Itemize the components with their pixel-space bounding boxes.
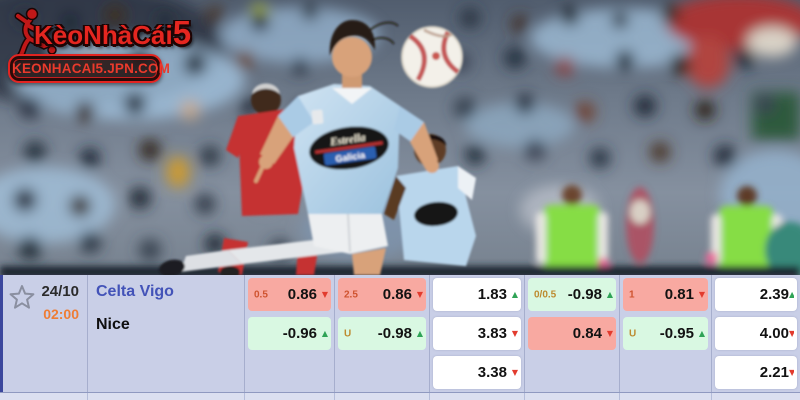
brand-title: KèoNhàCái5 [34,14,191,52]
trend-up-icon: ▲ [511,290,518,299]
odds-value: 4.00 [759,325,789,342]
odds-value: -0.98 [567,286,602,303]
odds-label: 0.5 [254,289,268,300]
match-odds-row: 24/10 02:00 Celta Vigo Nice 0.5 0.86 ▼ -… [0,275,800,392]
trend-down-icon: ▼ [698,290,705,299]
trend-down-icon: ▼ [511,368,518,377]
trend-down-icon: ▼ [511,329,518,338]
odds-label: 0/0.5 [534,289,557,300]
odds-col-total: 2.5 0.86 ▼ U -0.98 ▲ [335,275,430,392]
odds-value: 2.39 [759,286,789,303]
match-teams[interactable]: Celta Vigo Nice [88,275,245,392]
odds-value: 2.21 [759,364,789,381]
odds-col-1x2-half: 2.39 ▲ 4.00 ▼ 2.21 ▼ [712,275,800,392]
odds-value: 3.38 [477,364,507,381]
odds-value: 0.84 [572,325,602,342]
brand-domain-badge: KEONHACAI5.JPN.COM [8,54,170,83]
brand-title-number: 5 [172,14,192,51]
svg-text:Estrella: Estrella [329,132,367,149]
sideline-figures [0,185,800,275]
trend-up-icon: ▲ [321,329,328,338]
odds-cell[interactable]: 2.5 0.86 ▼ [338,278,426,311]
home-player-main: Estrella Galicia [159,20,439,275]
trend-down-icon: ▼ [416,290,423,299]
trend-down-icon: ▼ [789,329,794,338]
away-team-name[interactable]: Nice [96,316,130,333]
odds-label: 2.5 [344,289,358,300]
odds-cell[interactable]: 0/0.5 -0.98 ▲ [528,278,616,311]
odds-col-handicap-half: 0/0.5 -0.98 ▲ 0.84 ▼ [525,275,620,392]
favorite-star-icon[interactable] [9,284,35,310]
trend-up-icon: ▲ [416,329,423,338]
club-crest [311,109,324,125]
odds-cell[interactable]: 1.83 ▲ [433,278,521,311]
svg-text:Galicia: Galicia [335,150,367,164]
shirt-sponsor: Estrella Galicia [309,126,389,170]
odds-value: 0.86 [287,286,317,303]
match-datetime: 24/10 02:00 [35,283,83,392]
odds-label: U [629,328,637,339]
odds-col-1x2: 1.83 ▲ 3.83 ▼ 3.38 ▼ [430,275,525,392]
football-icon [401,26,463,88]
next-row-partial [0,392,800,400]
odds-col-handicap: 0.5 0.86 ▼ -0.96 ▲ [245,275,335,392]
home-team-name[interactable]: Celta Vigo [96,283,174,300]
odds-cell[interactable]: U -0.95 ▲ [623,317,708,350]
match-time: 02:00 [43,306,79,322]
odds-label: U [344,328,352,339]
players: Estrella Galicia [159,20,476,275]
odds-value: -0.95 [659,325,694,342]
trend-up-icon: ▲ [698,329,705,338]
odds-cell[interactable]: 0.84 ▼ [528,317,616,350]
odds-value: 1.83 [477,286,507,303]
odds-cell[interactable]: 3.83 ▼ [433,317,521,350]
odds-value: 0.81 [664,286,694,303]
trend-up-icon: ▲ [789,290,794,299]
odds-value: 0.86 [382,286,412,303]
odds-label: 1 [629,289,635,300]
match-date: 24/10 [41,283,79,300]
match-meta: 24/10 02:00 [0,275,88,392]
odds-value: -0.96 [282,325,317,342]
brand-title-text: KèoNhàCái [34,20,173,50]
odds-col-total-half: 1 0.81 ▼ U -0.95 ▲ [620,275,712,392]
trend-down-icon: ▼ [321,290,328,299]
odds-value: 3.83 [477,325,507,342]
kicking-player-icon [14,7,57,62]
odds-value: -0.98 [377,325,412,342]
odds-cell[interactable]: U -0.98 ▲ [338,317,426,350]
trend-up-icon: ▲ [606,290,613,299]
odds-cell[interactable]: 2.21 ▼ [715,356,797,389]
odds-cell[interactable]: -0.96 ▲ [248,317,331,350]
trend-down-icon: ▼ [606,329,613,338]
trend-down-icon: ▼ [789,368,794,377]
home-player-right [384,134,476,266]
odds-cell[interactable]: 2.39 ▲ [715,278,797,311]
odds-cell[interactable]: 0.5 0.86 ▼ [248,278,331,311]
odds-cell[interactable]: 4.00 ▼ [715,317,797,350]
odds-cell[interactable]: 3.38 ▼ [433,356,521,389]
odds-cell[interactable]: 1 0.81 ▼ [623,278,708,311]
